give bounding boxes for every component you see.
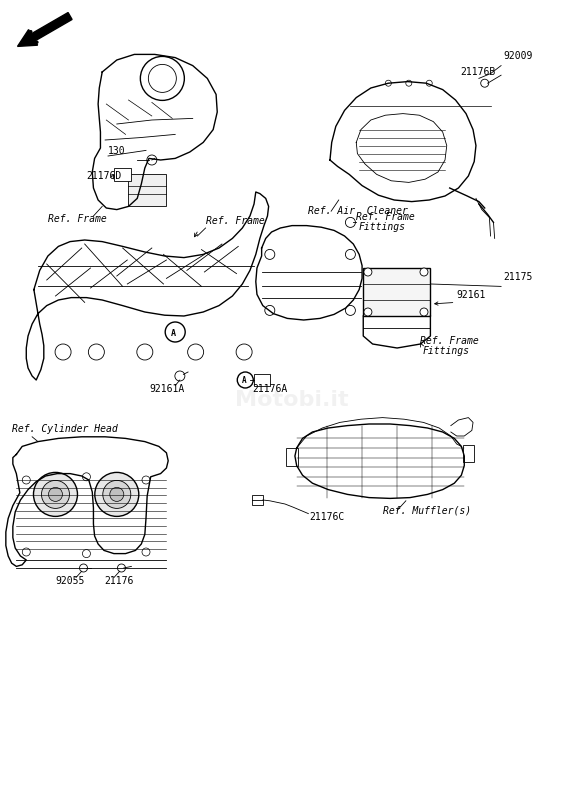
Text: 130: 130: [108, 146, 126, 157]
Circle shape: [165, 322, 185, 342]
Bar: [128, 174, 166, 206]
Text: 21175: 21175: [503, 272, 533, 282]
Circle shape: [79, 564, 88, 572]
Circle shape: [237, 372, 253, 388]
Circle shape: [88, 344, 105, 360]
Text: Ref. Frame: Ref. Frame: [48, 214, 107, 225]
Circle shape: [481, 79, 489, 87]
Circle shape: [142, 476, 150, 484]
Circle shape: [110, 487, 124, 502]
Circle shape: [137, 344, 153, 360]
Circle shape: [364, 268, 372, 276]
Text: A: A: [242, 376, 246, 385]
Text: Ref. Frame: Ref. Frame: [420, 336, 479, 346]
Bar: [114, 168, 131, 181]
Circle shape: [345, 306, 356, 315]
Text: Ref. Muffler(s): Ref. Muffler(s): [383, 506, 471, 516]
FancyBboxPatch shape: [252, 495, 263, 505]
Text: 92161A: 92161A: [149, 384, 184, 394]
Circle shape: [175, 371, 185, 381]
Circle shape: [426, 80, 432, 86]
Circle shape: [364, 308, 372, 316]
Circle shape: [33, 472, 78, 517]
Text: 21176D: 21176D: [86, 171, 121, 182]
Circle shape: [420, 268, 428, 276]
Circle shape: [265, 250, 275, 259]
Text: 92055: 92055: [55, 576, 85, 586]
Text: 92009: 92009: [503, 51, 533, 62]
Circle shape: [41, 480, 69, 509]
Text: Ref. Air  Cleaner: Ref. Air Cleaner: [308, 206, 408, 216]
Circle shape: [345, 218, 356, 227]
Circle shape: [142, 548, 150, 556]
Text: Fittings: Fittings: [359, 222, 405, 232]
Text: 21176: 21176: [104, 576, 133, 586]
Circle shape: [82, 473, 91, 481]
Circle shape: [187, 344, 204, 360]
Text: 21176B: 21176B: [460, 67, 495, 78]
Circle shape: [22, 476, 30, 484]
Text: Ref. Frame: Ref. Frame: [206, 216, 265, 226]
Text: 21176A: 21176A: [252, 384, 287, 394]
Circle shape: [236, 344, 252, 360]
Text: Ref. Frame: Ref. Frame: [356, 212, 415, 222]
Circle shape: [265, 306, 275, 315]
FancyBboxPatch shape: [363, 268, 430, 316]
Circle shape: [420, 308, 428, 316]
Circle shape: [82, 550, 91, 558]
Circle shape: [48, 487, 62, 502]
Circle shape: [22, 548, 30, 556]
Circle shape: [103, 480, 131, 509]
Text: A: A: [171, 329, 176, 338]
Circle shape: [95, 472, 139, 517]
Text: Motobi.it: Motobi.it: [235, 390, 349, 410]
Circle shape: [117, 564, 126, 572]
Circle shape: [385, 80, 391, 86]
Circle shape: [345, 250, 356, 259]
Text: 21176C: 21176C: [310, 512, 345, 522]
Bar: [286, 448, 298, 466]
Bar: [463, 445, 474, 462]
Text: Ref. Cylinder Head: Ref. Cylinder Head: [12, 424, 117, 434]
Circle shape: [147, 155, 157, 165]
Text: Fittings: Fittings: [423, 346, 470, 355]
Circle shape: [406, 80, 412, 86]
Bar: [254, 374, 270, 386]
Circle shape: [55, 344, 71, 360]
FancyArrow shape: [18, 13, 72, 46]
Text: 92161: 92161: [457, 290, 486, 300]
